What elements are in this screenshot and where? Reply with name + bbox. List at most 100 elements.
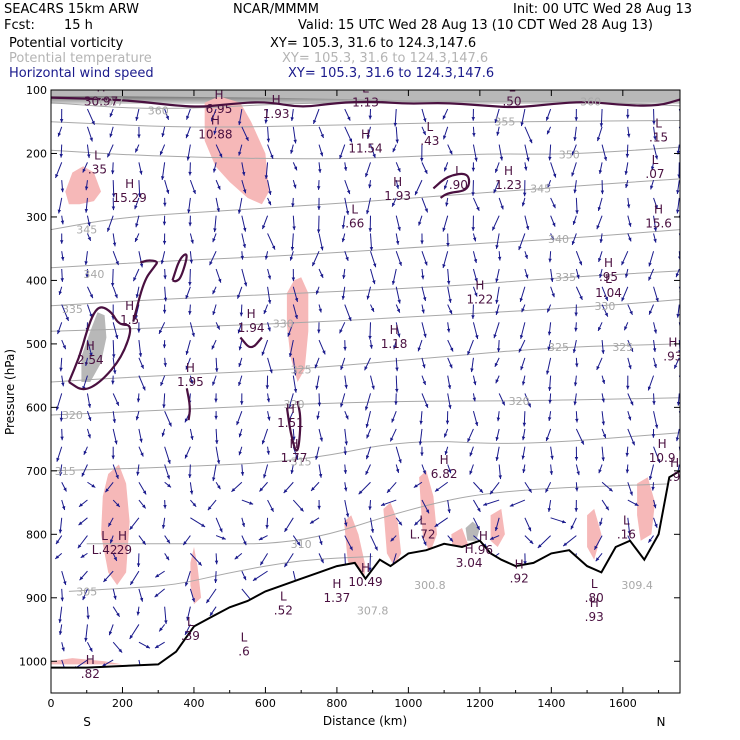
extremum-value: 1.18 bbox=[381, 337, 408, 351]
wind-vector-head bbox=[552, 173, 557, 178]
wind-vector-head bbox=[395, 367, 399, 372]
wind-vector-head bbox=[293, 371, 297, 376]
wind-vector-head bbox=[648, 276, 652, 281]
wind-vector-head bbox=[445, 202, 449, 207]
wind-vector-head bbox=[201, 523, 206, 527]
wind-vector-head bbox=[129, 525, 134, 530]
wind-vector-head bbox=[319, 540, 323, 545]
wind-vector-head bbox=[442, 115, 447, 120]
wind-vector-head bbox=[316, 415, 320, 420]
wind-vector-head bbox=[343, 167, 348, 171]
y-tick-label: 200 bbox=[26, 147, 47, 160]
wind-vector-head bbox=[519, 334, 524, 339]
wind-vector-head bbox=[676, 190, 680, 194]
wind-vector-head bbox=[345, 513, 350, 518]
pv-contour bbox=[432, 172, 471, 199]
wind-vector-head bbox=[313, 119, 317, 124]
wind-vector-head bbox=[366, 295, 370, 300]
wind-vector-head bbox=[449, 364, 453, 369]
wind-vector-head bbox=[483, 502, 488, 506]
wind-vector-head bbox=[677, 256, 680, 261]
wind-vector-head bbox=[472, 132, 476, 137]
wind-vector-head bbox=[369, 247, 374, 251]
extremum-letter: H bbox=[670, 456, 679, 470]
wind-vector-head bbox=[185, 134, 190, 139]
valid-time: Valid: 15 UTC Wed 28 Aug 13 (10 CDT Wed … bbox=[298, 18, 653, 33]
wind-vector-head bbox=[525, 274, 529, 279]
x-tick-label: 1000 bbox=[394, 697, 422, 710]
wind-vector-head bbox=[413, 484, 418, 488]
wind-vector-head bbox=[473, 259, 478, 263]
wind-vector-head bbox=[214, 398, 218, 403]
wind-vector-head bbox=[111, 455, 115, 460]
wind-vector-head bbox=[185, 350, 189, 355]
wind-vector-head bbox=[267, 299, 272, 304]
shaded-region-pink bbox=[383, 502, 402, 567]
wind-vector-head bbox=[349, 546, 353, 551]
wind-vector-head bbox=[472, 397, 477, 402]
wind-vector-head bbox=[293, 388, 298, 393]
wind-vector-head bbox=[346, 190, 351, 195]
x-tick-label: 200 bbox=[112, 697, 133, 710]
wind-vector-head bbox=[521, 455, 525, 460]
extremum-letter: H bbox=[604, 256, 613, 270]
wind-vector-head bbox=[625, 469, 630, 474]
wind-vector-head bbox=[495, 436, 499, 441]
wind-vector-head bbox=[524, 254, 528, 259]
wind-vector-head bbox=[552, 204, 556, 209]
wind-vector-head bbox=[522, 469, 526, 473]
extremum-letter: H bbox=[393, 175, 402, 189]
wind-vector-head bbox=[61, 647, 65, 652]
wind-vector-head bbox=[420, 240, 424, 245]
wind-vector-head bbox=[681, 119, 684, 123]
wind-vector-head bbox=[563, 542, 568, 547]
y-tick-label: 500 bbox=[26, 338, 47, 351]
wind-vector-head bbox=[218, 153, 223, 158]
wind-vector-head bbox=[655, 297, 659, 302]
wind-vector-head bbox=[608, 487, 613, 492]
wind-vector-head bbox=[259, 487, 264, 492]
wind-vector-head bbox=[137, 193, 142, 198]
extremum-value: .90 bbox=[449, 178, 468, 192]
wind-vector-head bbox=[545, 116, 550, 121]
wind-vector-head bbox=[242, 244, 247, 248]
wind-vector-head bbox=[449, 150, 453, 155]
wind-vector-head bbox=[265, 385, 270, 389]
wind-vector-head bbox=[423, 541, 427, 546]
wind-vector-head bbox=[213, 579, 218, 583]
wind-vector-head bbox=[252, 577, 257, 581]
wind-vector-head bbox=[270, 154, 274, 159]
wind-vector-head bbox=[209, 611, 214, 616]
wind-vector-head bbox=[575, 363, 579, 368]
wind-vector-head bbox=[624, 273, 629, 278]
wind-vector-head bbox=[136, 563, 141, 568]
wind-vector-head bbox=[547, 331, 552, 336]
forecast-label: Fcst: bbox=[4, 18, 35, 33]
wind-vector-head bbox=[520, 122, 524, 127]
wind-vector-head bbox=[422, 470, 426, 475]
wind-vector-head bbox=[345, 210, 350, 215]
wind-vector-head bbox=[495, 310, 499, 315]
terrain-line bbox=[51, 469, 680, 669]
wind-vector-head bbox=[294, 455, 299, 460]
wind-vector-head bbox=[269, 369, 273, 374]
wind-vector-head bbox=[243, 282, 248, 287]
wind-vector-head bbox=[518, 348, 523, 353]
extremum-value: 10.49 bbox=[348, 575, 382, 589]
wind-vector-head bbox=[626, 114, 630, 119]
wind-vector-head bbox=[212, 381, 216, 386]
wind-vector-head bbox=[525, 225, 530, 230]
wind-vector-head bbox=[84, 362, 89, 366]
wind-vector-head bbox=[394, 401, 398, 406]
wind-vector-head bbox=[163, 275, 167, 280]
shaded-region-pink bbox=[65, 166, 101, 205]
theta-label: 355 bbox=[494, 116, 515, 129]
wind-vector-head bbox=[264, 119, 268, 124]
wind-vector-head bbox=[474, 422, 479, 426]
wind-vector-head bbox=[265, 525, 269, 529]
wind-vector-head bbox=[446, 280, 451, 285]
wind-vector-head bbox=[142, 504, 146, 509]
theta-label: 360 bbox=[580, 95, 601, 108]
wind-vector-head bbox=[316, 186, 321, 190]
wind-vector-head bbox=[86, 154, 91, 159]
